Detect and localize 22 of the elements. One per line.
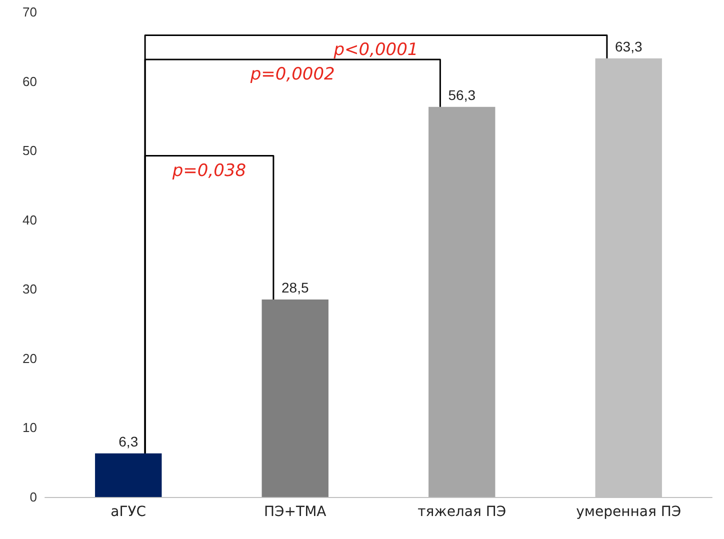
bar [95, 453, 162, 497]
x-tick-label: умеренная ПЭ [576, 504, 682, 520]
annotation: p=0,0002 [249, 64, 335, 84]
y-tick-label: 70 [22, 4, 37, 20]
data-label: 56,3 [448, 86, 476, 103]
data-label: 63,3 [615, 38, 642, 54]
data-label: 28,5 [282, 280, 309, 296]
data-label: 6,3 [118, 433, 138, 450]
y-tick-label: 40 [22, 212, 37, 228]
y-tick-label: 0 [30, 490, 37, 504]
y-tick-label: 30 [22, 282, 37, 297]
annotation: p=0,038 [171, 160, 246, 181]
x-tick-label: аГУС [110, 504, 146, 520]
y-tick-label: 10 [22, 420, 37, 436]
x-tick-label: ПЭ+ТМА [264, 504, 327, 520]
y-tick-label: 50 [22, 143, 37, 158]
bar [428, 106, 496, 497]
bar [262, 300, 328, 497]
y-tick-label: 60 [22, 74, 37, 89]
annotation: p<0,0001 [332, 40, 418, 60]
x-tick-label: тяжелая ПЭ [418, 504, 506, 520]
y-tick-label: 20 [22, 350, 37, 366]
